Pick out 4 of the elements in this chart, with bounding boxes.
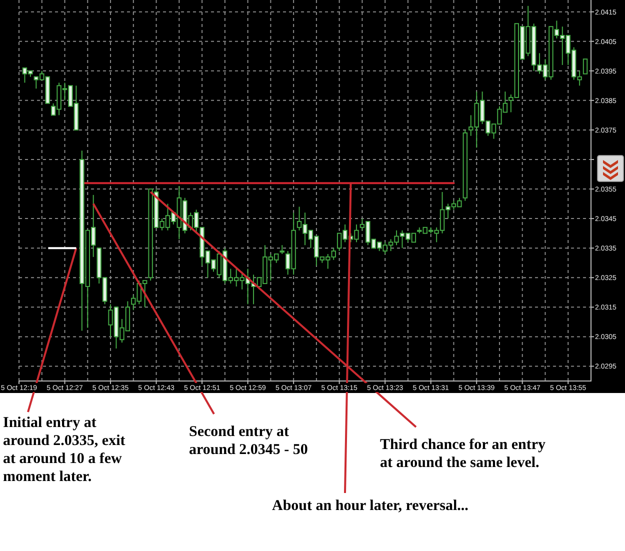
annotation: Initial entry at around 2.0335, exit at around 10 a few moment later. (3, 415, 126, 485)
annotation: About an hour later, reversal... (272, 498, 469, 514)
annotation: Third chance for an entry at around the same level. (380, 437, 546, 471)
annotation: Second entry at around 2.0345 - 50 (189, 424, 308, 458)
